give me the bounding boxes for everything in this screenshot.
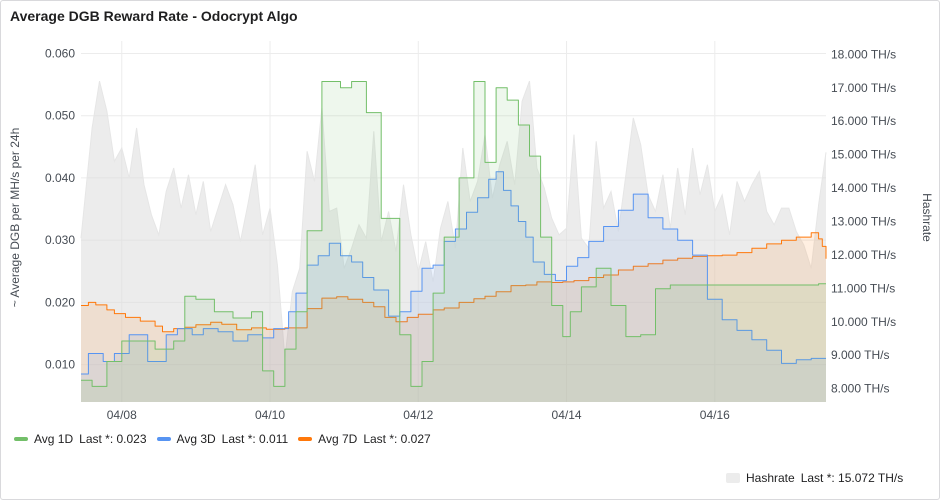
- legend-label: Avg 1D: [34, 432, 74, 446]
- legend-swatch-avg3d: [156, 437, 171, 441]
- x-tick-label: 04/08: [107, 408, 137, 421]
- legend-swatch-hashrate: [726, 473, 740, 483]
- y-tick-label-left: 0.060: [45, 46, 75, 60]
- x-tick-label: 04/10: [255, 408, 285, 421]
- y-tick-label-right: 9.000 TH/s: [831, 348, 889, 362]
- series-layer: [80, 80, 827, 402]
- y-tick-label-right: 15.000 TH/s: [831, 148, 896, 162]
- legend: Avg 1D Last *: 0.023 Avg 3D Last *: 0.011 Av…: [14, 432, 441, 446]
- legend-item-avg7d[interactable]: Avg 7D Last *: 0.027: [298, 432, 431, 446]
- legend-swatch-avg7d: [298, 437, 313, 441]
- axes: 0.060 0.050 0.040 0.030 0.020 0.010 18.000 TH/…: [8, 46, 934, 421]
- y-tick-label-right: 10.000 TH/s: [831, 315, 896, 329]
- chart-svg[interactable]: 0.060 0.050 0.040 0.030 0.020 0.010 18.000 TH/…: [1, 1, 939, 421]
- y-tick-label-right: 17.000 TH/s: [831, 81, 896, 95]
- y-tick-label-right: 12.000 TH/s: [831, 248, 896, 262]
- panel-title: Average DGB Reward Rate - Odocrypt Algo: [10, 8, 298, 24]
- y-tick-label-right: 16.000 TH/s: [831, 114, 896, 128]
- legend-item-avg3d[interactable]: Avg 3D Last *: 0.011: [156, 432, 289, 446]
- legend-item-hashrate[interactable]: Hashrate Last *: 15.072 TH/s: [726, 471, 903, 485]
- series-area-avg3d: [81, 171, 826, 402]
- x-tick-label: 04/12: [403, 408, 433, 421]
- legend-stat: Last *: 0.027: [363, 432, 431, 446]
- y-axis-title-left: ~ Average DGB per MH/s per 24h: [8, 128, 22, 308]
- legend-label: Avg 7D: [318, 432, 358, 446]
- x-tick-label: 04/16: [700, 408, 730, 421]
- y-tick-label-left: 0.030: [45, 233, 75, 247]
- series-area-avg1d: [81, 81, 826, 402]
- series-area-avg7d: [81, 232, 826, 402]
- legend-label: Avg 3D: [176, 432, 216, 446]
- series-line-hashrate: [80, 80, 827, 359]
- y-axis-title-right: Hashrate: [920, 193, 934, 242]
- legend-stat: Last *: 0.011: [221, 432, 289, 446]
- y-tick-label-right: 18.000 TH/s: [831, 47, 896, 61]
- y-tick-label-right: 11.000 TH/s: [831, 281, 895, 295]
- legend-stat: Last *: 0.023: [79, 432, 147, 446]
- y-tick-label-left: 0.010: [45, 358, 75, 372]
- legend-label: Hashrate: [746, 471, 795, 485]
- y-tick-label-right: 13.000 TH/s: [831, 215, 896, 229]
- x-tick-label: 04/14: [552, 408, 582, 421]
- y-tick-label-right: 14.000 TH/s: [831, 181, 896, 195]
- legend-stat: Last *: 15.072 TH/s: [800, 471, 904, 485]
- y-tick-label-left: 0.020: [45, 295, 75, 309]
- legend-item-avg1d[interactable]: Avg 1D Last *: 0.023: [14, 432, 147, 446]
- legend-right: Hashrate Last *: 15.072 TH/s: [726, 471, 913, 485]
- series-line-avg3d: [81, 171, 826, 375]
- legend-swatch-avg1d: [14, 437, 28, 441]
- y-tick-label-right: 8.000 TH/s: [831, 382, 889, 396]
- y-tick-label-left: 0.040: [45, 171, 75, 185]
- series-line-avg1d: [81, 81, 826, 387]
- y-tick-label-left: 0.050: [45, 109, 75, 123]
